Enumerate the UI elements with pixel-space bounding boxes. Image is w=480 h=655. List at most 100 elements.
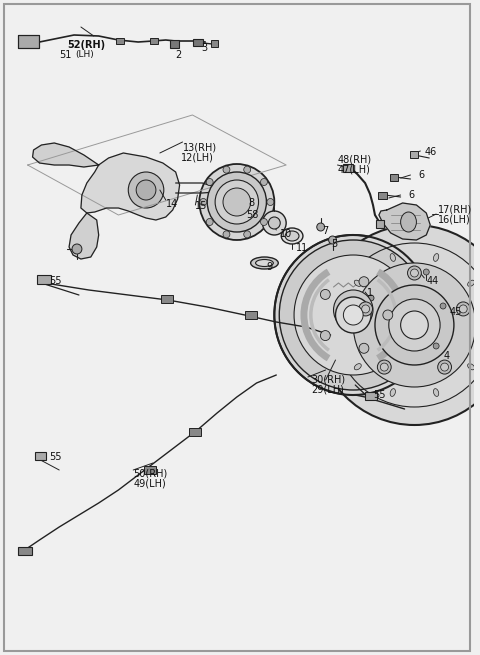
Bar [409,151,419,158]
Circle shape [223,188,251,216]
Circle shape [341,298,365,322]
Ellipse shape [401,212,417,232]
Text: 12(LH): 12(LH) [180,153,214,163]
Circle shape [441,363,448,371]
Circle shape [128,172,164,208]
Circle shape [423,269,429,275]
Circle shape [267,198,274,206]
Circle shape [263,211,286,235]
Ellipse shape [354,280,361,286]
Bar [35,452,47,460]
Text: 58: 58 [246,210,258,220]
Text: 58: 58 [240,198,252,206]
Text: 2: 2 [176,50,182,60]
Text: 10: 10 [280,229,292,239]
Text: 55: 55 [49,276,62,286]
Circle shape [206,219,213,225]
Circle shape [320,290,330,299]
Polygon shape [379,203,430,240]
Bar [376,220,384,228]
Circle shape [317,223,324,231]
Circle shape [459,305,467,313]
Circle shape [359,276,369,287]
Circle shape [72,244,82,254]
Ellipse shape [390,253,396,261]
Polygon shape [81,153,180,220]
Circle shape [410,269,419,277]
Text: 48(RH): 48(RH) [337,154,372,164]
Bar [150,38,158,44]
Bar [193,39,203,46]
Text: 8: 8 [249,198,255,208]
Text: 7: 7 [323,226,329,236]
Circle shape [261,219,267,225]
Text: 55: 55 [373,390,385,400]
Circle shape [353,263,476,387]
Circle shape [207,172,266,232]
Text: 46: 46 [424,147,437,157]
Circle shape [334,290,373,330]
Text: (LH): (LH) [75,50,94,60]
Bar [18,35,39,48]
Ellipse shape [281,228,303,244]
Bar [378,192,387,199]
Polygon shape [69,213,99,259]
Ellipse shape [285,231,299,241]
Circle shape [377,360,391,374]
Circle shape [368,295,374,301]
Ellipse shape [433,253,439,261]
Bar [144,466,156,474]
Text: 3: 3 [201,43,207,53]
Circle shape [383,310,393,320]
Bar [390,174,397,181]
Text: 13(RH): 13(RH) [182,142,216,152]
Circle shape [244,231,251,238]
Circle shape [456,302,470,316]
Circle shape [440,303,446,309]
Bar [170,40,179,48]
Ellipse shape [433,388,439,396]
Text: 6: 6 [408,190,415,200]
Bar [190,428,201,436]
Circle shape [268,217,280,229]
Text: 50(RH): 50(RH) [133,468,168,478]
Circle shape [320,331,330,341]
Ellipse shape [251,257,278,269]
Bar [18,547,32,555]
Text: 14: 14 [166,199,178,209]
Circle shape [433,343,439,349]
Circle shape [401,311,428,339]
Circle shape [136,180,156,200]
Text: 55: 55 [49,452,62,462]
Polygon shape [33,143,99,167]
Circle shape [408,266,421,280]
Bar [245,311,257,319]
Text: 16(LH): 16(LH) [438,215,471,225]
Text: 11: 11 [296,243,308,253]
Bar [18,35,39,48]
Circle shape [336,297,371,333]
Circle shape [223,231,230,238]
Bar [229,182,261,220]
Bar [211,40,218,47]
Circle shape [389,299,440,351]
Circle shape [199,164,275,240]
Circle shape [438,360,452,374]
Circle shape [244,166,251,173]
Bar [37,275,51,284]
Circle shape [375,285,454,365]
Text: 52(RH): 52(RH) [67,40,105,50]
Text: 6: 6 [419,170,424,180]
Circle shape [359,343,369,353]
Text: 15: 15 [195,201,208,211]
Circle shape [275,235,432,395]
Circle shape [261,179,267,185]
Text: 5: 5 [332,239,338,249]
Circle shape [223,166,230,173]
Text: 30(RH): 30(RH) [311,374,345,384]
Text: 4: 4 [444,351,450,361]
Bar [365,392,377,400]
Circle shape [380,363,388,371]
Ellipse shape [354,364,361,370]
Circle shape [215,180,259,224]
